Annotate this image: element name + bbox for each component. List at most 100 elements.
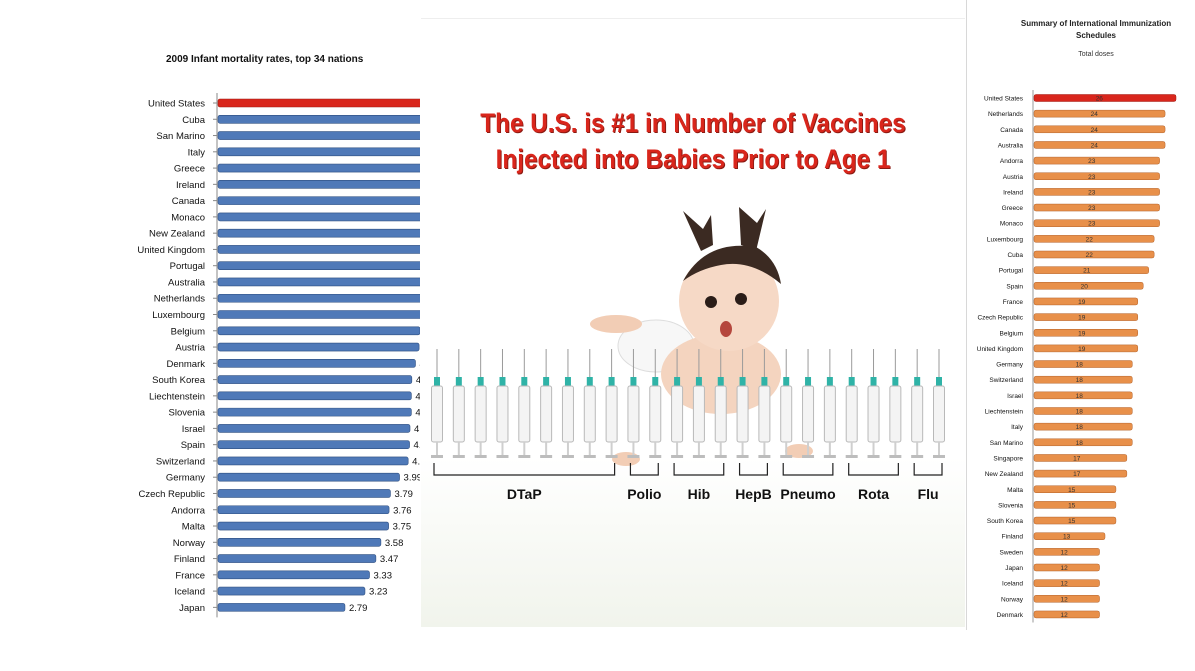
vaccine-group-bracket bbox=[629, 463, 659, 476]
baby-eye-left bbox=[705, 296, 717, 308]
value-label: 18 bbox=[1076, 440, 1084, 447]
syringe-plunger bbox=[894, 442, 897, 456]
syringe-hub bbox=[761, 377, 768, 386]
baby-head bbox=[679, 251, 779, 351]
value-label: 21 bbox=[1083, 268, 1091, 275]
syringe-hub bbox=[674, 377, 681, 386]
vaccine-group-label: Pneumo bbox=[780, 486, 835, 502]
headline-line-1: The U.S. is #1 in Number of Vaccines bbox=[480, 108, 906, 138]
category-label: Australia bbox=[998, 142, 1024, 149]
syringe-thumb-rest bbox=[561, 455, 574, 458]
bar bbox=[217, 277, 420, 287]
syringe-thumb-rest bbox=[452, 455, 465, 458]
category-label: Monaco bbox=[1000, 221, 1024, 228]
category-label: United Kingdom bbox=[137, 245, 205, 256]
category-label: Norway bbox=[1001, 596, 1024, 603]
syringe-icon bbox=[452, 349, 465, 458]
bar bbox=[217, 114, 420, 124]
syringe-icon bbox=[474, 349, 487, 458]
syringe-row bbox=[431, 349, 945, 458]
value-label: 4.21 bbox=[414, 440, 420, 451]
value-label: 13 bbox=[1063, 534, 1071, 541]
category-label: Monaco bbox=[171, 212, 205, 223]
syringe-plunger bbox=[850, 442, 853, 456]
syringe-icon bbox=[583, 349, 596, 458]
bar bbox=[1033, 516, 1117, 525]
category-label: Canada bbox=[1000, 127, 1023, 134]
category-label: Netherlands bbox=[154, 294, 205, 305]
syringe-plunger bbox=[785, 442, 788, 456]
syringe-icon bbox=[605, 349, 618, 458]
syringe-plunger bbox=[545, 442, 548, 456]
category-label: Finland bbox=[174, 554, 205, 565]
syringe-hub bbox=[455, 377, 462, 386]
value-label: 3.99 bbox=[404, 473, 420, 484]
syringe-plunger bbox=[807, 442, 810, 456]
value-label: 22 bbox=[1086, 252, 1094, 259]
bar bbox=[217, 147, 420, 157]
vaccine-group-label: Hib bbox=[688, 486, 711, 502]
value-label: 3.58 bbox=[385, 538, 404, 549]
value-label: 12 bbox=[1061, 596, 1069, 603]
bar bbox=[1033, 141, 1166, 149]
category-label: Czech Republic bbox=[138, 489, 205, 500]
value-label: 20 bbox=[1081, 283, 1089, 290]
syringe-barrel bbox=[692, 385, 705, 443]
syringe-icon bbox=[780, 349, 793, 458]
category-label: Malta bbox=[182, 522, 206, 533]
value-label: 17 bbox=[1073, 471, 1081, 478]
syringe-thumb-rest bbox=[627, 455, 640, 458]
value-label: 4.26 bbox=[416, 375, 420, 386]
syringe-barrel bbox=[780, 385, 793, 443]
category-label: Liechtenstein bbox=[985, 409, 1024, 416]
bar bbox=[1033, 375, 1133, 384]
category-label: Slovenia bbox=[169, 408, 206, 419]
bar bbox=[1033, 203, 1160, 212]
immunization-plot: United States 26 Netherlands 24 Canada 24 Aust… bbox=[977, 90, 1177, 623]
category-label: Netherlands bbox=[988, 111, 1024, 118]
value-label: 22 bbox=[1086, 236, 1094, 243]
value-label: 12 bbox=[1061, 565, 1069, 572]
syringe-icon bbox=[845, 349, 858, 458]
value-label: 15 bbox=[1068, 518, 1076, 525]
syringe-hub bbox=[805, 377, 812, 386]
category-label: Japan bbox=[1005, 565, 1023, 572]
syringe-thumb-rest bbox=[431, 455, 443, 458]
headline-line-2: Injected into Babies Prior to Age 1 bbox=[495, 144, 891, 174]
syringe-thumb-rest bbox=[518, 455, 531, 458]
infant-mortality-chart: 2009 Infant mortality rates, top 34 nati… bbox=[108, 40, 420, 630]
value-label: 4.18 bbox=[412, 456, 420, 467]
category-label: Malta bbox=[1007, 487, 1023, 494]
bar bbox=[1033, 469, 1128, 478]
syringe-plunger bbox=[588, 442, 591, 456]
value-label: 4.25 bbox=[415, 408, 420, 419]
baby-pigtail-left bbox=[683, 211, 713, 251]
bar bbox=[1033, 172, 1160, 180]
category-label: Norway bbox=[173, 538, 205, 549]
vaccine-group-label: HepB bbox=[735, 486, 772, 502]
bar bbox=[217, 570, 370, 580]
category-label: Italy bbox=[188, 147, 206, 158]
bar bbox=[217, 180, 420, 189]
syringe-barrel bbox=[540, 385, 553, 443]
category-label: United States bbox=[984, 96, 1024, 103]
syringe-hub bbox=[892, 377, 899, 386]
value-label: 3.75 bbox=[393, 522, 412, 533]
headline: The U.S. is #1 in Number of Vaccines Inj… bbox=[448, 105, 938, 177]
category-label: Iceland bbox=[1002, 581, 1023, 588]
bar bbox=[217, 245, 420, 254]
syringe-icon bbox=[911, 349, 924, 458]
value-label: 19 bbox=[1078, 299, 1086, 306]
syringe-icon bbox=[714, 349, 727, 458]
bar bbox=[1033, 548, 1100, 556]
vaccine-infographic: The U.S. is #1 in Number of Vaccines Inj… bbox=[421, 18, 965, 627]
bar bbox=[217, 375, 413, 384]
category-label: Cuba bbox=[182, 115, 205, 126]
bar bbox=[1033, 94, 1177, 102]
baby-hand-right bbox=[785, 444, 813, 458]
category-label: Sweden bbox=[1000, 549, 1024, 556]
syringe-plunger bbox=[523, 442, 526, 456]
category-label: Germany bbox=[996, 362, 1023, 369]
bar bbox=[1033, 235, 1155, 243]
syringe-hub bbox=[586, 377, 593, 386]
